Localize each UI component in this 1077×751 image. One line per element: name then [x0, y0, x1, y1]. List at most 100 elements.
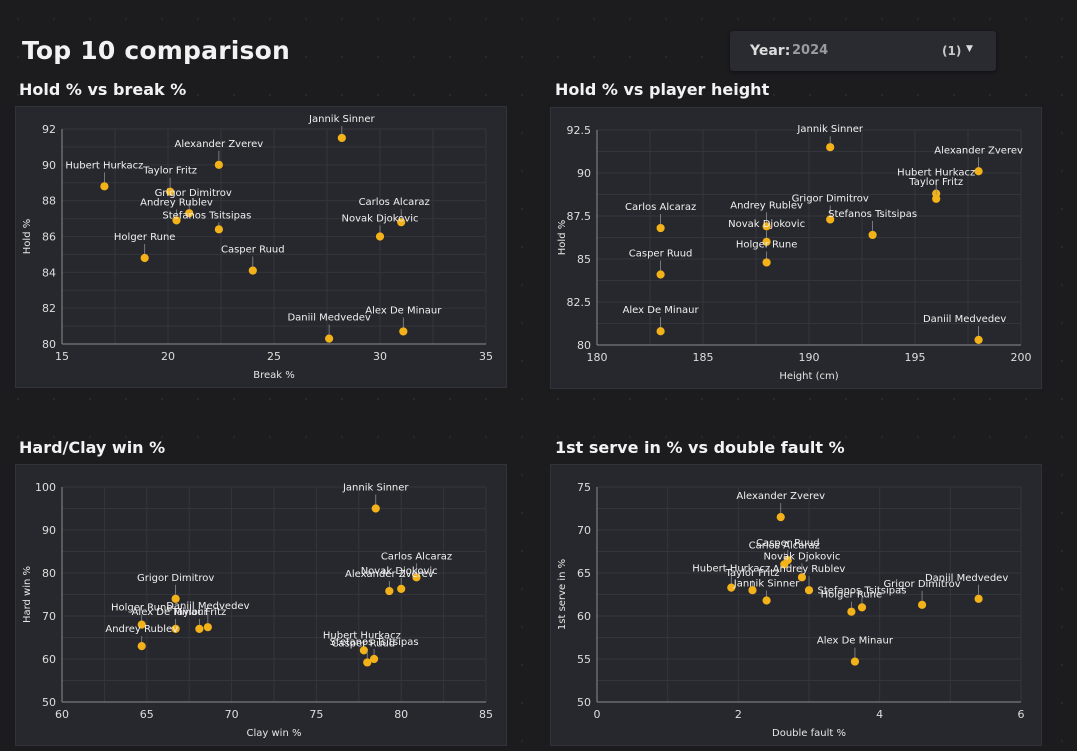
point-label-daniil-medvedev: Daniil Medvedev	[287, 313, 370, 324]
data-point-alexander-zverev	[214, 160, 223, 169]
point-label-stefanos-tsitsipas: Stefanos Tsitsipas	[162, 210, 251, 221]
data-point-stefanos-tsitsipas	[857, 603, 867, 612]
year-filter-count: (1)	[942, 44, 962, 58]
y-tick-label: 90	[42, 524, 56, 537]
point-label-alexander-zverev: Alexander Zverev	[345, 569, 434, 580]
data-point-hubert-hurkacz	[359, 646, 368, 655]
data-point-carlos-alcaraz	[397, 218, 406, 227]
point-label-alex-de-minaur: Alex De Minaur	[365, 305, 442, 316]
chart-panel-hold-vs-height: 80 82.5 85 87.5 90 92.5 180 185 190 195 200 Height …	[550, 107, 1042, 389]
scatter-hold-vs-break: 80 82 84 86 88 90 92 15 20 25 30 35 Break % Hold % Jan…	[22, 114, 493, 381]
data-point-novak-djokovic	[375, 232, 385, 241]
data-point-novak-djokovic	[762, 237, 771, 246]
x-tick-label: 4	[876, 708, 883, 721]
point-label-alexander-zverev: Alexander Zverev	[736, 491, 825, 502]
data-point-casper-ruud	[363, 658, 372, 667]
data-point-stefanos-tsitsipas	[214, 225, 223, 234]
point-label-taylor-fritz: Taylor Fritz	[908, 177, 963, 188]
chart-panel-hard-clay: 50 60 70 80 90 100 60 65 70 75 80 85 Clay win % Hard …	[15, 464, 507, 746]
x-axis-title: Height (cm)	[779, 371, 838, 382]
point-label-novak-djokovic: Novak Djokovic	[361, 566, 438, 577]
data-point-andrey-rublev	[804, 586, 814, 595]
x-axis-title: Double fault %	[772, 728, 846, 739]
data-point-daniil-medvedev	[974, 335, 983, 344]
point-label-casper-ruud: Casper Ruud	[331, 638, 395, 649]
y-tick-label: 75	[577, 481, 591, 494]
y-tick-label: 82	[42, 302, 56, 315]
point-label-hubert-hurkacz: Hubert Hurkacz	[65, 160, 143, 171]
point-label-jannik-sinner: Jannik Sinner	[796, 124, 863, 135]
point-label-holger-rune: Holger Rune	[821, 590, 883, 601]
point-label-stefanos-tsitsipas: Stefanos Tsitsipas	[818, 585, 907, 596]
data-point-grigor-dimitrov	[171, 594, 180, 603]
data-point-andrey-rublev	[762, 222, 771, 231]
x-tick-label: 180	[587, 351, 608, 364]
data-point-jannik-sinner	[762, 596, 771, 605]
x-tick-label: 30	[373, 350, 387, 363]
y-tick-label: 84	[42, 266, 56, 279]
point-label-daniil-medvedev: Daniil Medvedev	[925, 573, 1008, 584]
data-point-taylor-fritz	[748, 586, 757, 595]
data-point-jannik-sinner	[337, 133, 346, 143]
scatter-hold-vs-height: 80 82.5 85 87.5 90 92.5 180 185 190 195 200 Height …	[557, 124, 1032, 382]
data-point-alex-de-minaur	[656, 327, 665, 336]
data-point-carlos-alcaraz	[780, 560, 789, 569]
point-label-hubert-hurkacz: Hubert Hurkacz	[897, 168, 975, 179]
x-tick-label: 185	[693, 351, 714, 364]
y-tick-label: 60	[577, 610, 591, 623]
data-point-holger-rune	[847, 607, 856, 616]
y-tick-label: 80	[42, 567, 56, 580]
data-point-casper-ruud	[656, 270, 665, 279]
x-tick-label: 20	[161, 350, 175, 363]
point-label-grigor-dimitrov: Grigor Dimitrov	[137, 573, 214, 584]
scatter-serve-vs-df: 50 55 60 65 70 75 0 2 4 6 Double fault % 1st serve …	[557, 481, 1025, 739]
point-label-stefanos-tsitsipas: Stefanos Tsitsipas	[330, 637, 419, 648]
chart-title-hard-clay: Hard/Clay win %	[19, 438, 166, 457]
y-tick-label: 50	[577, 696, 591, 709]
y-tick-label: 90	[42, 159, 56, 172]
point-label-holger-rune: Holger Rune	[111, 603, 173, 614]
data-point-andrey-rublev	[137, 642, 146, 651]
data-point-grigor-dimitrov	[826, 215, 835, 224]
data-point-andrey-rublev	[172, 216, 181, 225]
point-label-daniil-medvedev: Daniil Medvedev	[923, 314, 1006, 325]
point-label-stefanos-tsitsipas: Stefanos Tsitsipas	[828, 209, 917, 220]
y-tick-label: 60	[42, 653, 56, 666]
y-axis-title: 1st serve in %	[557, 559, 568, 630]
page-title: Top 10 comparison	[22, 36, 290, 65]
point-label-alex-de-minaur: Alex De Minaur	[623, 305, 700, 316]
point-label-casper-ruud: Casper Ruud	[629, 248, 693, 259]
point-label-grigor-dimitrov: Grigor Dimitrov	[155, 188, 232, 199]
y-tick-label: 92.5	[567, 124, 592, 137]
x-tick-label: 65	[140, 708, 154, 721]
y-tick-label: 80	[42, 338, 56, 351]
x-tick-label: 200	[1011, 351, 1032, 364]
point-label-andrey-rublev: Andrey Rublev	[773, 564, 846, 575]
point-label-jannik-sinner: Jannik Sinner	[308, 114, 375, 125]
point-label-jannik-sinner: Jannik Sinner	[342, 483, 409, 494]
point-label-andrey-rublev: Andrey Rublev	[730, 200, 803, 211]
y-tick-label: 92	[42, 123, 56, 136]
data-point-holger-rune	[140, 253, 149, 263]
data-point-alexander-zverev	[974, 167, 983, 176]
data-point-alexander-zverev	[385, 586, 394, 596]
x-tick-label: 0	[594, 708, 601, 721]
chart-title-serve-vs-df: 1st serve in % vs double fault %	[555, 438, 845, 457]
x-axis-title: Clay win %	[247, 728, 302, 739]
point-label-alex-de-minaur: Alex De Minaur	[817, 636, 894, 647]
x-tick-label: 2	[735, 708, 742, 721]
data-point-stefanos-tsitsipas	[868, 230, 877, 240]
point-label-carlos-alcaraz: Carlos Alcaraz	[749, 540, 820, 551]
data-point-carlos-alcaraz	[656, 223, 665, 233]
x-tick-label: 85	[479, 708, 493, 721]
point-label-alexander-zverev: Alexander Zverev	[175, 139, 264, 150]
y-tick-label: 85	[577, 253, 591, 266]
point-label-taylor-fritz: Taylor Fritz	[171, 607, 226, 618]
point-label-carlos-alcaraz: Carlos Alcaraz	[359, 197, 430, 208]
point-label-casper-ruud: Casper Ruud	[756, 538, 820, 549]
point-label-carlos-alcaraz: Carlos Alcaraz	[625, 202, 696, 213]
point-label-novak-djokovic: Novak Djokovic	[763, 551, 840, 562]
chevron-down-icon[interactable]: ▼	[966, 44, 973, 54]
point-label-holger-rune: Holger Rune	[736, 239, 798, 250]
year-filter-dropdown[interactable]: Year: 2024 (1) ▼	[730, 31, 996, 71]
